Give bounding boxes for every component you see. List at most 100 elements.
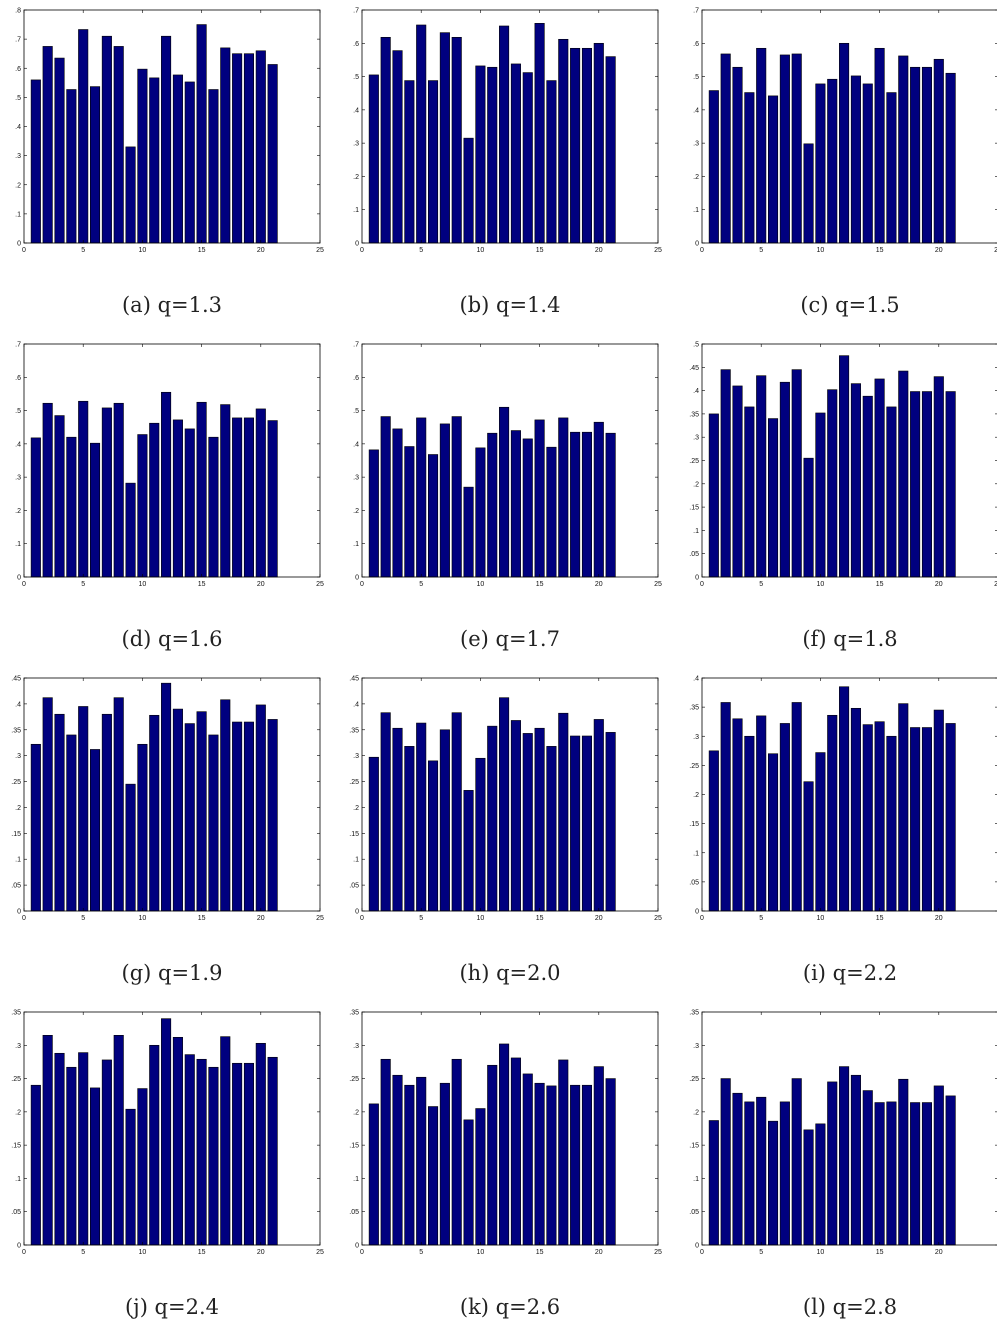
chart-caption: (e) q=1.7 — [460, 627, 560, 651]
bar — [404, 1084, 415, 1246]
bar — [416, 24, 427, 244]
bar — [570, 47, 581, 244]
x-tick-label: 25 — [316, 915, 324, 922]
x-tick-label: 5 — [759, 247, 763, 254]
bar — [392, 1074, 403, 1246]
y-tick-label: .3 — [353, 141, 359, 148]
x-tick-label: 15 — [198, 1249, 206, 1256]
x-tick-label: 0 — [700, 247, 704, 254]
x-tick-label: 0 — [700, 1249, 704, 1256]
bar — [428, 760, 439, 912]
bar — [581, 1084, 592, 1246]
bar — [172, 74, 183, 244]
bar — [30, 1084, 41, 1246]
y-tick-label: 0 — [355, 909, 359, 916]
bar — [255, 1042, 266, 1246]
y-tick-label: .35 — [349, 1010, 359, 1017]
bar — [255, 50, 266, 244]
bar — [756, 715, 767, 912]
x-tick-label: 5 — [81, 581, 85, 588]
bar-chart: 0 .05 .1 .15 .2 .25 .3 .35 0 5 10 15 20 — [689, 1010, 997, 1256]
bar — [451, 712, 462, 912]
bar — [208, 1066, 219, 1246]
y-tick-label: 0 — [355, 575, 359, 582]
bar — [380, 416, 391, 578]
y-tick-label: .15 — [11, 831, 21, 838]
bar — [933, 1085, 944, 1246]
bar — [113, 46, 124, 244]
bar — [522, 1073, 533, 1246]
bar — [196, 711, 207, 912]
bar — [933, 709, 944, 912]
bar — [779, 54, 790, 244]
y-tick-label: .6 — [693, 41, 699, 48]
y-tick-label: .3 — [15, 753, 21, 760]
bar — [605, 432, 616, 578]
y-tick-label: .2 — [15, 508, 21, 515]
y-tick-label: .2 — [353, 1109, 359, 1116]
x-tick-label: 5 — [419, 915, 423, 922]
bar — [439, 729, 450, 912]
bar — [558, 1059, 569, 1246]
bar — [708, 413, 719, 578]
x-tick-label: 20 — [257, 1249, 265, 1256]
x-tick-label: 20 — [257, 915, 265, 922]
y-tick-label: .15 — [689, 1143, 699, 1150]
y-tick-label: .35 — [689, 1010, 699, 1017]
bar — [815, 752, 826, 912]
bar — [827, 1081, 838, 1246]
bar — [78, 29, 89, 244]
x-tick-label: 10 — [817, 915, 825, 922]
bar — [756, 47, 767, 244]
bar — [149, 1044, 160, 1246]
bar — [487, 1064, 498, 1246]
chart-caption: (b) q=1.4 — [459, 293, 561, 317]
chart-panel: 0 .1 .2 .3 .4 .5 .6 .7 0 5 10 15 20 25 — [15, 342, 324, 589]
y-tick-label: .15 — [689, 505, 699, 512]
bar — [255, 408, 266, 578]
y-tick-label: .2 — [15, 182, 21, 189]
x-tick-label: 5 — [419, 247, 423, 254]
bar — [416, 417, 427, 578]
x-tick-label: 20 — [257, 581, 265, 588]
bar — [161, 1018, 172, 1246]
bar — [463, 137, 474, 244]
bar — [874, 721, 885, 912]
bar — [886, 406, 897, 578]
bar — [232, 721, 243, 912]
y-tick-label: 0 — [695, 909, 699, 916]
bar — [803, 1129, 814, 1246]
y-tick-label: 0 — [17, 1243, 21, 1250]
y-tick-label: .1 — [15, 857, 21, 864]
y-tick-label: .3 — [353, 475, 359, 482]
bar-chart: 0 .05 .1 .15 .2 .25 .3 .35 .4 0 5 10 15 20 — [689, 676, 997, 922]
x-tick-label: 10 — [817, 247, 825, 254]
x-tick-label: 15 — [876, 581, 884, 588]
bar — [220, 47, 231, 244]
bar — [487, 66, 498, 244]
bar — [827, 714, 838, 912]
y-tick-label: .45 — [349, 676, 359, 683]
y-tick-label: .2 — [693, 174, 699, 181]
bar — [368, 449, 379, 578]
bar — [570, 1084, 581, 1246]
bar — [172, 1036, 183, 1246]
y-tick-label: .8 — [15, 8, 21, 15]
y-tick-label: .4 — [693, 107, 699, 114]
y-tick-label: .3 — [693, 1043, 699, 1050]
x-tick-label: 20 — [257, 247, 265, 254]
bar — [149, 77, 160, 244]
bar — [267, 64, 278, 244]
y-tick-label: 0 — [17, 241, 21, 248]
bar — [439, 1082, 450, 1246]
x-tick-label: 15 — [536, 247, 544, 254]
bar — [593, 421, 604, 578]
bar — [945, 391, 956, 578]
y-tick-label: .1 — [353, 541, 359, 548]
bar — [933, 58, 944, 244]
bar — [744, 92, 755, 244]
bar — [149, 422, 160, 578]
y-tick-label: .6 — [15, 375, 21, 382]
y-tick-label: .2 — [15, 1109, 21, 1116]
y-tick-label: .3 — [353, 753, 359, 760]
